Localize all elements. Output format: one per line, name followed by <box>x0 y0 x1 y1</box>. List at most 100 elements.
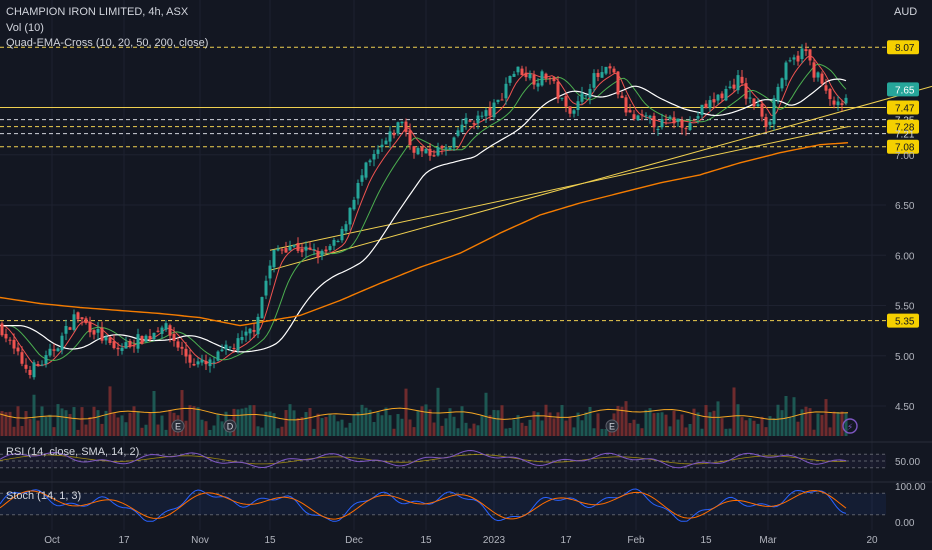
volume-bar <box>780 410 784 436</box>
volume-bar <box>736 404 740 436</box>
candle-body <box>436 147 440 156</box>
x-tick-label: Nov <box>191 535 209 546</box>
volume-bar <box>252 405 256 436</box>
candle-body <box>776 86 780 101</box>
candle-body <box>792 57 796 60</box>
volume-bar <box>104 410 108 436</box>
candle-body <box>464 117 468 124</box>
volume-bar <box>352 414 356 436</box>
volume-bar <box>412 427 416 436</box>
volume-bar <box>700 428 704 436</box>
volume-bar <box>672 410 676 436</box>
volume-bar <box>436 387 440 436</box>
candle-body <box>536 83 540 87</box>
candle-body <box>540 71 544 86</box>
event-marker: E <box>605 419 619 433</box>
event-marker: E <box>171 419 185 433</box>
volume-bar <box>800 409 804 436</box>
candle-body <box>580 93 584 102</box>
volume-bar <box>784 395 788 436</box>
candle-body <box>516 66 520 73</box>
volume-bar <box>272 413 276 436</box>
price-label: 5.35 <box>895 317 915 328</box>
candle-body <box>176 341 180 348</box>
candle-body <box>496 99 500 102</box>
volume-bar <box>204 421 208 436</box>
volume-legend[interactable]: Vol (10) <box>6 22 44 34</box>
stoch-legend[interactable]: Stoch (14, 1, 3) <box>6 490 82 502</box>
candle-body <box>336 240 340 242</box>
marker-label: D <box>227 422 234 432</box>
volume-bar <box>20 426 24 436</box>
volume-bar <box>300 417 304 436</box>
x-tick-label: 20 <box>866 535 878 546</box>
candle-body <box>532 75 536 85</box>
volume-bar <box>628 423 632 436</box>
volume-bar <box>240 408 244 436</box>
volume-bar <box>540 420 544 436</box>
candle-body <box>156 330 160 332</box>
volume-bar <box>340 419 344 436</box>
candle-body <box>796 55 800 62</box>
volume-bar <box>216 413 220 436</box>
volume-bar <box>140 427 144 436</box>
candle-body <box>364 162 368 178</box>
stoch-band <box>0 493 886 515</box>
rsi-legend[interactable]: RSI (14, close, SMA, 14, 2) <box>6 446 140 458</box>
candle-body <box>304 246 308 251</box>
candle-body <box>636 115 640 120</box>
candle-body <box>0 323 4 336</box>
volume-bar <box>296 418 300 436</box>
volume-bar <box>840 411 844 436</box>
volume-bar <box>548 412 552 436</box>
volume-bar <box>728 428 732 436</box>
volume-bar <box>304 412 308 436</box>
ema-legend[interactable]: Quad-EMA-Cross (10, 20, 50, 200, close) <box>6 37 209 49</box>
volume-bar <box>48 414 52 436</box>
volume-bar <box>424 404 428 436</box>
candle-body <box>84 318 88 324</box>
candle-body <box>420 146 424 152</box>
candle-body <box>576 101 580 111</box>
candle-body <box>56 348 60 352</box>
volume-bar <box>344 427 348 436</box>
candle-body <box>544 73 548 79</box>
x-tick-label: Oct <box>44 535 60 546</box>
volume-bar <box>572 427 576 436</box>
stoch-d-line <box>0 490 847 520</box>
candle-body <box>276 248 280 251</box>
candle-body <box>624 97 628 113</box>
candle-body <box>480 115 484 117</box>
volume-bar <box>668 426 672 436</box>
candle-body <box>240 337 244 341</box>
volume-bar <box>68 413 72 436</box>
candle-body <box>232 347 236 349</box>
candle-body <box>204 360 208 365</box>
candle-body <box>64 325 68 334</box>
volume-bar <box>168 409 172 436</box>
volume-bar <box>160 415 164 436</box>
candle-body <box>584 95 588 97</box>
marker-label: E <box>609 422 615 432</box>
volume-bar <box>188 405 192 436</box>
candle-body <box>468 120 472 122</box>
candle-body <box>692 120 696 122</box>
candle-body <box>828 88 832 100</box>
candle-body <box>380 144 384 148</box>
volume-bar <box>380 415 384 436</box>
volume-bar <box>368 409 372 436</box>
x-tick-label: 2023 <box>483 535 506 546</box>
volume-bar <box>0 411 4 436</box>
volume-bar <box>480 415 484 436</box>
volume-bar <box>724 428 728 436</box>
volume-bar <box>696 412 700 436</box>
price-label: 7.21 <box>895 130 915 141</box>
volume-bar <box>508 427 512 436</box>
stoch-tick: 0.00 <box>895 518 915 529</box>
volume-bar <box>248 405 252 436</box>
candle-body <box>108 337 112 343</box>
candle-body <box>728 86 732 88</box>
volume-bar <box>12 426 16 436</box>
volume-bar <box>284 410 288 436</box>
